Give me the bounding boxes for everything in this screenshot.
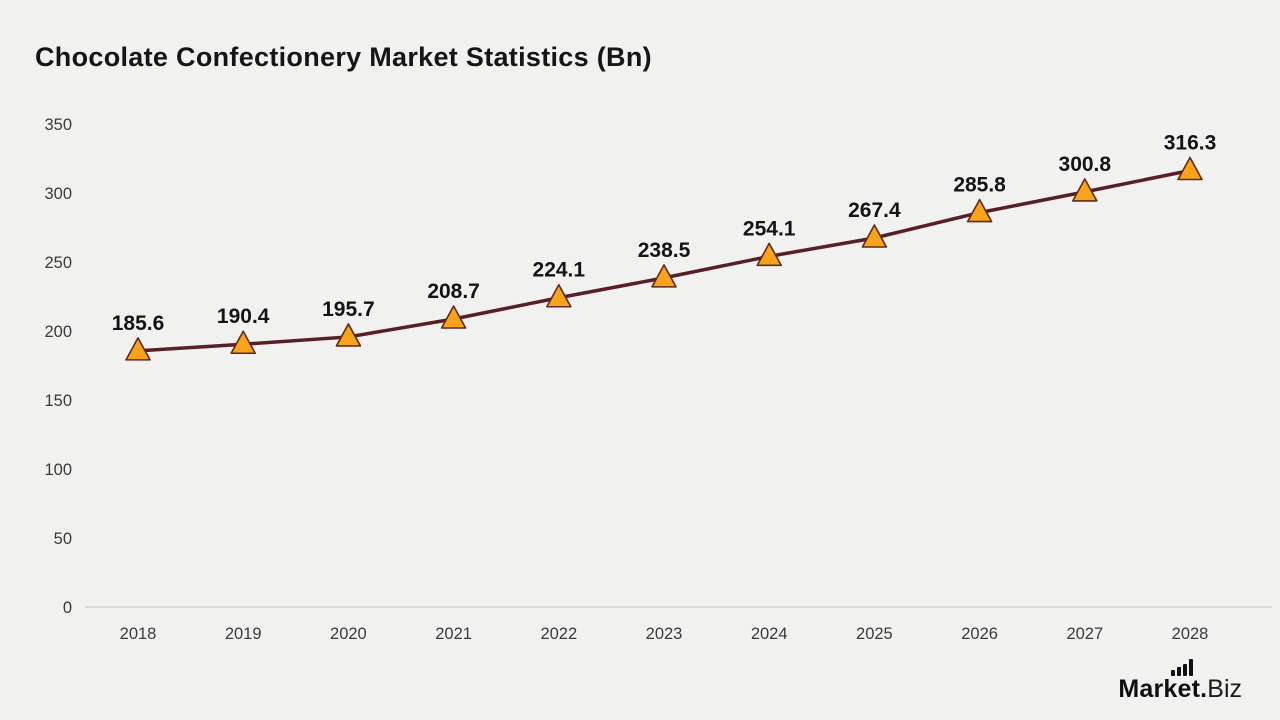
triangle-marker	[756, 242, 782, 267]
triangle-marker	[861, 224, 888, 248]
triangle-marker	[651, 264, 677, 288]
triangle-marker	[125, 337, 151, 361]
x-tick-label: 2028	[1172, 625, 1209, 643]
y-tick-label: 100	[44, 461, 72, 479]
x-tick-label: 2024	[751, 625, 788, 643]
triangle-marker	[335, 323, 362, 347]
data-point-label: 238.5	[638, 239, 691, 262]
x-tick-label: 2022	[540, 625, 577, 643]
triangle-marker	[440, 305, 467, 329]
y-tick-label: 0	[63, 599, 72, 617]
y-tick-label: 200	[44, 323, 72, 341]
x-tick-label: 2026	[961, 625, 998, 643]
data-point-label: 316.3	[1164, 132, 1217, 155]
marketbiz-logo: Market.Biz	[1118, 652, 1242, 704]
x-tick-label: 2023	[646, 625, 683, 643]
chart-title: Chocolate Confectionery Market Statistic…	[35, 42, 652, 72]
data-point-label: 195.7	[322, 298, 375, 321]
y-tick-label: 350	[44, 116, 72, 134]
y-tick-label: 50	[54, 530, 72, 548]
x-tick-label: 2020	[330, 625, 367, 643]
y-tick-label: 250	[44, 254, 72, 272]
triangle-marker	[546, 283, 572, 308]
bar-chart-icon	[1171, 659, 1194, 676]
data-point-label: 300.8	[1059, 153, 1112, 176]
triangle-marker	[1177, 156, 1203, 181]
logo-bold-part: Market.	[1118, 675, 1208, 703]
y-tick-label: 150	[44, 392, 72, 410]
data-point-label: 190.4	[217, 305, 270, 328]
data-point-label: 208.7	[427, 280, 480, 303]
data-point-label: 224.1	[533, 259, 586, 282]
x-tick-label: 2019	[225, 625, 262, 643]
x-tick-label: 2027	[1066, 625, 1103, 643]
data-point-label: 285.8	[953, 174, 1006, 197]
triangle-marker	[966, 198, 993, 223]
data-point-label: 185.6	[112, 312, 165, 335]
data-point-label: 267.4	[848, 199, 901, 222]
y-tick-label: 300	[44, 185, 72, 203]
logo-light-part: Biz	[1207, 675, 1242, 703]
triangle-marker	[1072, 178, 1098, 202]
triangle-marker	[230, 330, 256, 355]
x-tick-label: 2025	[856, 625, 893, 643]
x-tick-label: 2018	[120, 625, 157, 643]
data-point-label: 254.1	[743, 217, 796, 240]
x-tick-label: 2021	[435, 625, 472, 643]
marketbiz-logo-text: Market.Biz	[1118, 659, 1242, 704]
